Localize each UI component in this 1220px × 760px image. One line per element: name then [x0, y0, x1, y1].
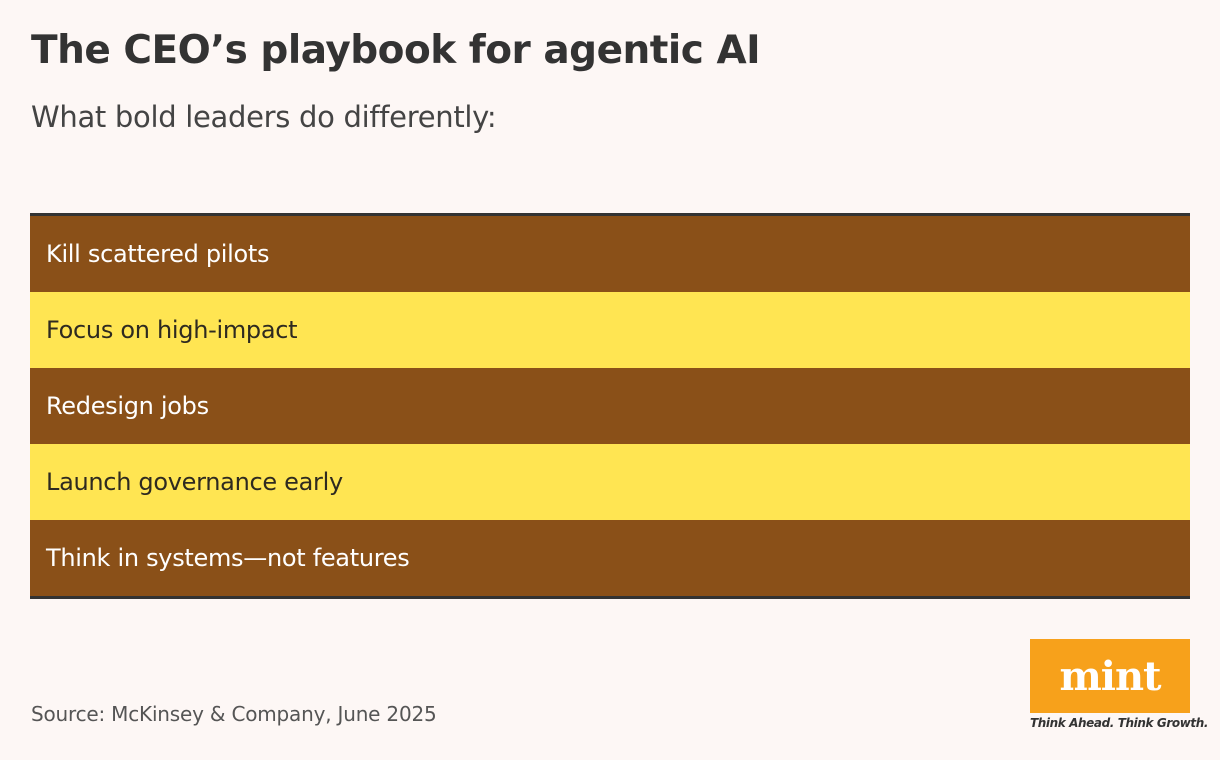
page-subtitle: What bold leaders do differently:: [31, 100, 497, 134]
list-item: Focus on high-impact: [30, 292, 1190, 368]
list-item-label: Kill scattered pilots: [46, 240, 270, 268]
list-item: Redesign jobs: [30, 368, 1190, 444]
list-item: Launch governance early: [30, 444, 1190, 520]
list-item-label: Think in systems—not features: [46, 544, 410, 572]
playbook-list: Kill scattered pilots Focus on high-impa…: [30, 213, 1190, 599]
list-item-label: Redesign jobs: [46, 392, 209, 420]
logo-wordmark: mint: [1059, 652, 1161, 700]
logo-tagline: Think Ahead. Think Growth.: [1030, 716, 1209, 730]
mint-logo: mint: [1030, 639, 1190, 713]
list-item: Kill scattered pilots: [30, 216, 1190, 292]
list-item-label: Focus on high-impact: [46, 316, 298, 344]
page-title: The CEO’s playbook for agentic AI: [31, 28, 761, 73]
list-item-label: Launch governance early: [46, 468, 343, 496]
list-item: Think in systems—not features: [30, 520, 1190, 596]
source-note: Source: McKinsey & Company, June 2025: [31, 702, 437, 726]
